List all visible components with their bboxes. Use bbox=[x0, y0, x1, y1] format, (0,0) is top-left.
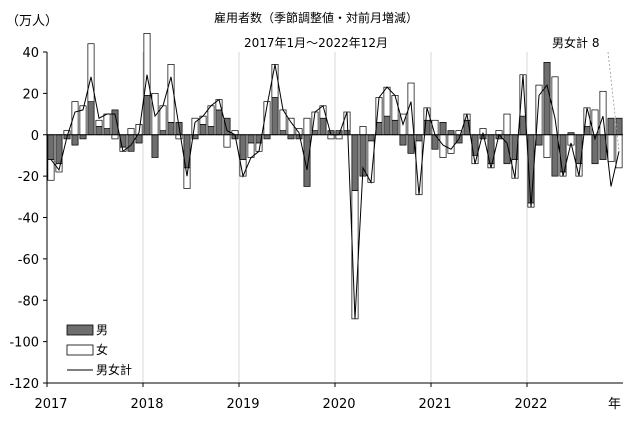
male-bar bbox=[95, 126, 103, 136]
tick-layer: 40 20 0 -20 -40 -60 -80 -100 -120 2017 2018 2019 202… bbox=[9, 46, 547, 412]
chart-subtitle: 2017年1月～2022年12月 bbox=[244, 36, 388, 50]
female-bar bbox=[447, 134, 455, 154]
male-bar bbox=[247, 134, 255, 144]
axis-layer bbox=[43, 51, 623, 387]
male-bar bbox=[271, 97, 279, 136]
y-tick-label: -20 bbox=[18, 170, 39, 185]
bar-layer bbox=[47, 33, 623, 320]
male-bar bbox=[535, 134, 543, 146]
female-bar bbox=[335, 134, 343, 140]
male-bar bbox=[215, 109, 223, 136]
female-bar bbox=[599, 90, 607, 136]
y-tick-label: 0 bbox=[31, 129, 39, 144]
y-tick-label: -120 bbox=[9, 377, 39, 392]
legend-swatch-male bbox=[66, 324, 94, 336]
male-bar bbox=[551, 134, 559, 177]
male-bar bbox=[79, 134, 87, 140]
female-bar bbox=[383, 86, 391, 117]
male-bar bbox=[207, 126, 215, 136]
legend-label-female: 女 bbox=[96, 342, 108, 357]
x-year-label: 2021 bbox=[418, 397, 451, 412]
male-bar bbox=[295, 134, 303, 140]
male-bar bbox=[263, 134, 271, 140]
male-bar bbox=[287, 134, 295, 140]
legend-swatch-female bbox=[66, 344, 94, 356]
male-bar bbox=[319, 117, 327, 136]
male-bar bbox=[383, 115, 391, 136]
female-bar bbox=[95, 119, 103, 127]
y-tick-label: -60 bbox=[18, 253, 39, 268]
legend-label-total: 男女計 bbox=[96, 362, 132, 377]
chart-title: 雇用者数（季節調整値・対前月増減） bbox=[214, 10, 418, 25]
male-bar bbox=[439, 121, 447, 136]
female-bar bbox=[159, 105, 167, 131]
y-tick-label: 40 bbox=[22, 46, 39, 61]
y-axis-unit-label: （万人） bbox=[6, 14, 58, 29]
male-bar bbox=[415, 134, 423, 142]
y-tick-label: -40 bbox=[18, 212, 39, 227]
male-bar bbox=[199, 124, 207, 136]
x-year-label: 2018 bbox=[130, 397, 163, 412]
male-bar bbox=[47, 134, 55, 160]
male-bar bbox=[343, 130, 351, 136]
male-bar bbox=[407, 134, 415, 154]
male-bar bbox=[447, 130, 455, 136]
x-year-label: 2017 bbox=[34, 397, 67, 412]
female-bar bbox=[223, 134, 231, 148]
female-bar bbox=[143, 33, 151, 96]
female-bar bbox=[87, 43, 95, 102]
female-bar bbox=[103, 113, 111, 129]
x-year-label: 2022 bbox=[514, 397, 547, 412]
male-bar bbox=[279, 130, 287, 136]
male-bar bbox=[71, 134, 79, 146]
female-bar bbox=[303, 117, 311, 136]
x-year-label: 2019 bbox=[226, 397, 259, 412]
male-bar bbox=[399, 134, 407, 146]
female-bar bbox=[111, 134, 119, 140]
x-year-label: 2020 bbox=[322, 397, 355, 412]
male-bar bbox=[543, 61, 551, 136]
female-bar bbox=[607, 134, 615, 162]
legend: 男 女 男女計 bbox=[66, 323, 132, 377]
total-annotation: 男女計 8 bbox=[552, 35, 599, 50]
female-bar bbox=[287, 117, 295, 136]
male-bar bbox=[391, 119, 399, 136]
male-bar bbox=[103, 128, 111, 136]
male-bar bbox=[367, 134, 375, 142]
annotation-leader bbox=[607, 51, 620, 152]
male-bar bbox=[503, 134, 511, 165]
male-bar bbox=[239, 134, 247, 160]
legend-label-male: 男 bbox=[96, 323, 108, 337]
female-bar bbox=[359, 126, 367, 136]
male-bar bbox=[87, 101, 95, 136]
female-bar bbox=[391, 95, 399, 121]
grid-layer bbox=[142, 52, 528, 383]
x-axis-unit-label: 年 bbox=[608, 397, 621, 412]
male-bar bbox=[607, 117, 615, 136]
female-bar bbox=[543, 134, 551, 158]
male-bar bbox=[159, 130, 167, 136]
female-bar bbox=[183, 167, 191, 189]
female-bar bbox=[271, 64, 279, 98]
y-tick-label: -80 bbox=[18, 294, 39, 309]
male-bar bbox=[151, 134, 159, 158]
female-bar bbox=[327, 134, 335, 140]
male-bar bbox=[167, 121, 175, 136]
male-bar bbox=[127, 134, 135, 152]
female-bar bbox=[127, 128, 135, 136]
male-bar bbox=[351, 134, 359, 191]
y-tick-label: 20 bbox=[22, 87, 39, 102]
male-bar bbox=[479, 134, 487, 140]
male-bar bbox=[143, 95, 151, 136]
female-bar bbox=[551, 76, 559, 136]
y-tick-label: -100 bbox=[9, 336, 39, 351]
female-bar bbox=[503, 113, 511, 136]
